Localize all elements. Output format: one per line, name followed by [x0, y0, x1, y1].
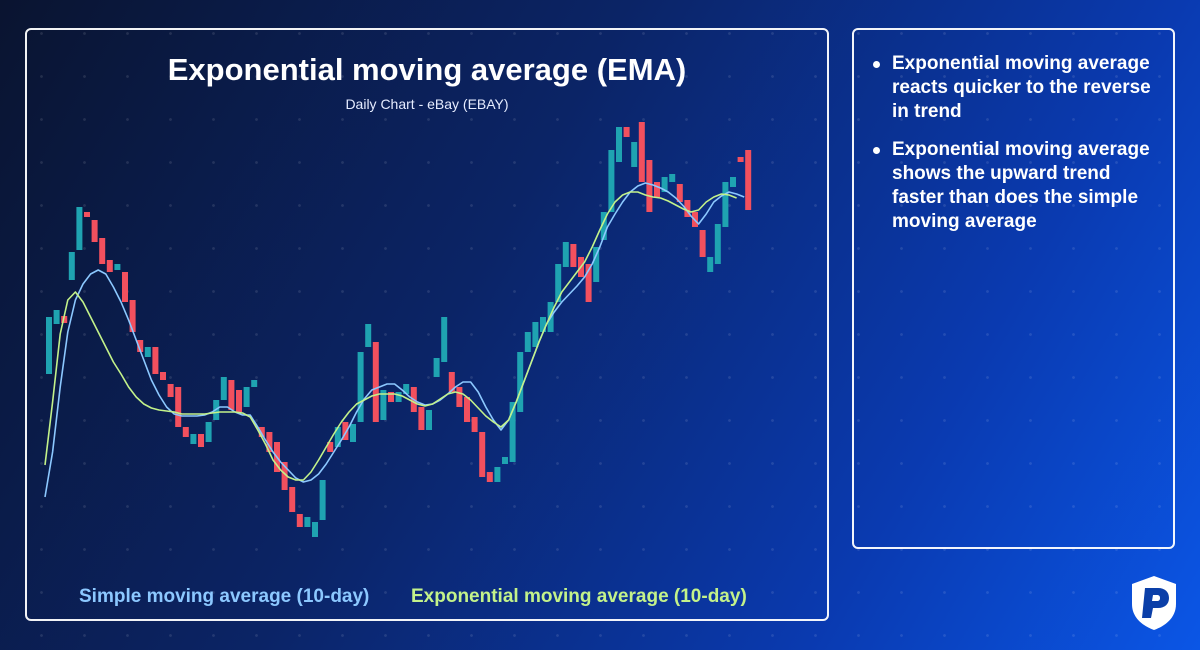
candle-15 — [160, 372, 166, 380]
candle-13 — [144, 347, 151, 357]
candle-71 — [585, 264, 592, 302]
candle-84 — [684, 200, 691, 217]
candle-75 — [616, 127, 622, 162]
candle-50 — [426, 410, 432, 430]
candle-28 — [258, 427, 265, 437]
candle-90 — [730, 177, 736, 187]
candle-5 — [84, 212, 90, 217]
note-item-ema-upward: Exponential moving average shows the upw… — [873, 138, 1153, 234]
candle-18 — [182, 427, 189, 437]
candle-45 — [388, 392, 394, 402]
candle-49 — [418, 407, 425, 430]
candle-76 — [623, 127, 630, 137]
candle-29 — [266, 432, 273, 452]
candle-10 — [122, 272, 128, 302]
chart-subtitle: Daily Chart - eBay (EBAY) — [345, 96, 509, 112]
candle-43 — [372, 342, 379, 422]
candle-65 — [540, 317, 546, 332]
notes-panel: Exponential moving average reacts quicke… — [852, 28, 1175, 549]
candle-39 — [342, 422, 349, 440]
legend-sma-label: Simple moving average (10-day) — [79, 586, 370, 607]
candle-81 — [661, 177, 668, 192]
candle-8 — [106, 260, 113, 272]
candle-11 — [129, 300, 136, 332]
candle-32 — [289, 487, 296, 512]
candle-57 — [479, 432, 486, 477]
candle-26 — [243, 387, 250, 407]
candle-77 — [631, 142, 638, 167]
candle-54 — [456, 387, 463, 407]
candle-62 — [517, 352, 524, 412]
candle-33 — [296, 514, 303, 527]
candle-69 — [570, 244, 577, 267]
candle-55 — [464, 397, 470, 422]
candle-34 — [304, 517, 311, 527]
candle-79 — [646, 160, 653, 212]
chart-plot — [44, 122, 752, 537]
pepperstone-p-logo-icon — [1124, 572, 1184, 632]
ema-line — [44, 191, 737, 481]
candle-19 — [190, 434, 197, 444]
candle-31 — [281, 462, 288, 490]
candle-4 — [76, 207, 83, 250]
candle-59 — [494, 467, 501, 482]
candle-41 — [357, 352, 364, 422]
candle-6 — [91, 220, 98, 242]
candle-0 — [46, 317, 52, 374]
candle-3 — [68, 252, 75, 280]
candle-14 — [152, 347, 159, 374]
candle-44 — [380, 390, 387, 420]
candle-72 — [593, 247, 600, 282]
candle-1 — [53, 310, 60, 324]
candle-89 — [722, 182, 729, 227]
candle-80 — [654, 182, 660, 197]
candle-86 — [699, 230, 706, 257]
chart-panel: Exponential moving average (EMA) Daily C… — [25, 28, 829, 621]
candle-91 — [737, 157, 744, 162]
candle-17 — [175, 387, 182, 427]
candle-12 — [137, 340, 144, 352]
candle-74 — [608, 150, 615, 212]
candle-37 — [327, 442, 334, 452]
candle-21 — [205, 422, 212, 442]
candle-60 — [502, 457, 508, 464]
candle-61 — [509, 402, 516, 462]
candle-24 — [228, 380, 235, 410]
candle-92 — [745, 150, 752, 210]
candle-47 — [403, 384, 410, 394]
candle-35 — [312, 522, 318, 537]
candle-63 — [524, 332, 531, 352]
note-item-ema-reacts: Exponential moving average reacts quicke… — [873, 52, 1153, 124]
candle-83 — [676, 184, 683, 202]
notes-list: Exponential moving average reacts quicke… — [854, 30, 1173, 234]
candle-58 — [486, 472, 493, 482]
candle-67 — [555, 264, 562, 302]
legend-ema-label: Exponential moving average (10-day) — [411, 586, 747, 607]
candle-88 — [714, 224, 721, 264]
candle-51 — [433, 358, 440, 377]
candle-46 — [395, 392, 402, 402]
candle-78 — [638, 122, 645, 182]
candle-9 — [114, 264, 121, 270]
candle-56 — [471, 417, 478, 432]
candle-82 — [669, 174, 676, 182]
candle-68 — [562, 242, 569, 267]
candle-20 — [198, 434, 204, 447]
candle-73 — [600, 212, 607, 240]
candle-27 — [251, 380, 258, 387]
candle-40 — [350, 424, 356, 442]
candle-52 — [441, 317, 448, 362]
candle-53 — [448, 372, 455, 392]
candle-36 — [319, 480, 326, 520]
chart-title: Exponential moving average (EMA) — [167, 52, 687, 87]
sma-line — [44, 182, 745, 498]
candle-42 — [365, 324, 372, 347]
candle-25 — [236, 390, 242, 412]
candle-16 — [167, 384, 174, 397]
candle-87 — [707, 257, 714, 272]
candle-64 — [532, 322, 539, 347]
candle-38 — [334, 427, 341, 447]
candle-7 — [99, 238, 106, 264]
candle-23 — [220, 377, 227, 400]
